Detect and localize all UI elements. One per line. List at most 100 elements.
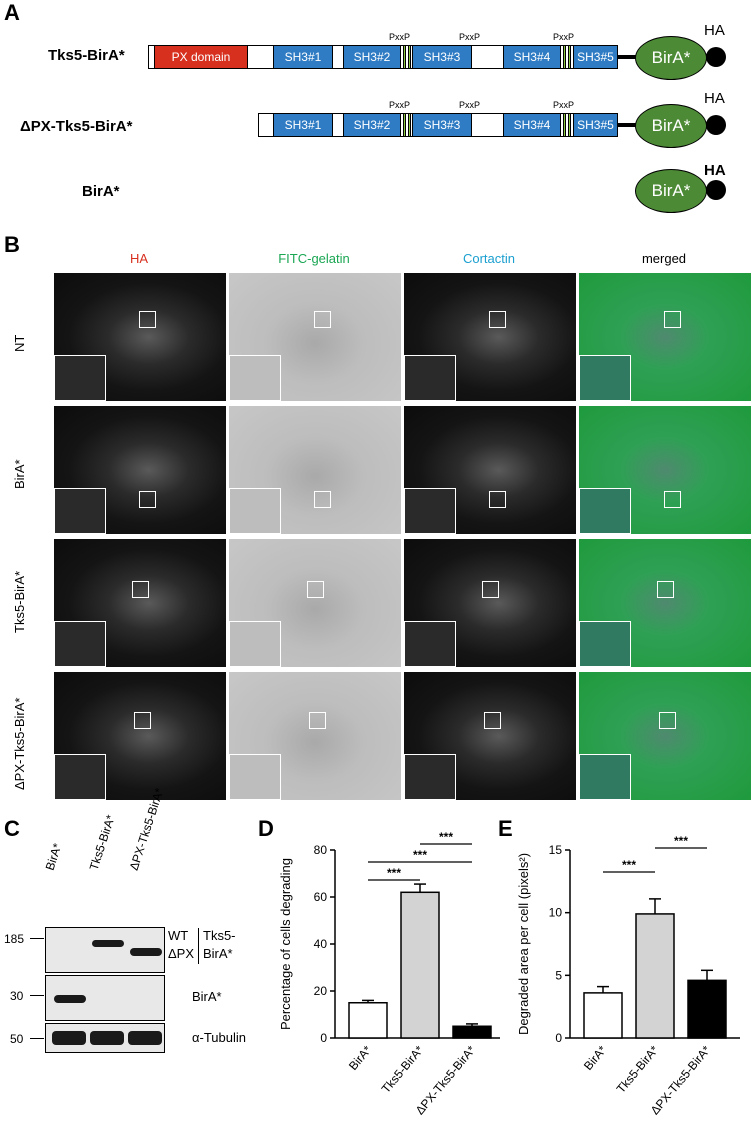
px-domain: PX domain — [154, 45, 248, 69]
micrograph-inset — [579, 621, 631, 667]
roi-box — [664, 491, 681, 508]
x-tick-label: BirA* — [346, 1043, 375, 1073]
micrograph-inset — [54, 488, 106, 534]
ha-label: HA — [704, 162, 726, 179]
pxxp-label: PxxP — [389, 100, 411, 110]
micrograph-r3-c4 — [579, 539, 751, 667]
significance-stars: *** — [387, 866, 401, 880]
significance-stars: *** — [622, 858, 636, 872]
chart-degrading-percentage: 0 20 40 60 80 Percentage of cells degrading Bi… — [278, 830, 500, 1117]
ha-tag-icon — [706, 180, 726, 200]
micrograph-inset — [404, 355, 456, 401]
roi-box — [489, 491, 506, 508]
micrograph-r4-c3 — [404, 672, 576, 800]
sh3-domain-5: SH3#5 — [573, 113, 618, 137]
roi-box — [484, 712, 501, 729]
micrograph-r4-c4 — [579, 672, 751, 800]
micrograph-r2-c1 — [54, 406, 226, 534]
construct-label-tks5: Tks5-BirA* — [48, 47, 125, 64]
micrograph-inset — [579, 754, 631, 800]
significance-stars: *** — [674, 834, 688, 848]
blot-tks5 — [45, 927, 165, 973]
panel-letter-d: D — [258, 816, 274, 841]
y-axis-label: Percentage of cells degrading — [278, 858, 293, 1030]
column-header-merged: merged — [641, 251, 687, 266]
sh3-domain-3: SH3#3 — [412, 113, 472, 137]
marker-30: 30 — [10, 989, 24, 1003]
row-label-birA: BirA* — [12, 459, 27, 489]
significance-stars: *** — [439, 830, 453, 844]
panel-letter-c: C — [4, 816, 20, 841]
micrograph-r3-c3 — [404, 539, 576, 667]
label-birA-fusion: BirA* — [203, 946, 233, 961]
column-header-fitc: FITC-gelatin — [278, 251, 350, 266]
roi-box — [482, 581, 499, 598]
y-tick-label: 60 — [314, 890, 328, 904]
x-tick-label: Tks5-BirA* — [379, 1043, 427, 1096]
construct-label-birA: BirA* — [82, 183, 120, 200]
micrograph-inset — [579, 488, 631, 534]
sh3-domain-3: SH3#3 — [412, 45, 472, 69]
y-axis-label: Degraded area per cell (pixels²) — [516, 853, 531, 1035]
pxxp-label: PxxP — [459, 100, 481, 110]
roi-box — [314, 491, 331, 508]
panel-letter-a: A — [4, 0, 20, 25]
chart-degraded-area: 0 5 10 15 Degraded area per cell (pixels²) Bi… — [516, 834, 740, 1117]
ha-tag-icon — [706, 47, 726, 67]
y-tick-label: 80 — [314, 843, 328, 857]
construct-label-dpx: ΔPX-Tks5-BirA* — [20, 118, 133, 135]
micrograph-r2-c4 — [579, 406, 751, 534]
birA-domain: BirA* — [635, 36, 707, 80]
band-label-wt: WT — [168, 928, 189, 943]
roi-box — [657, 581, 674, 598]
marker-185: 185 — [4, 932, 25, 946]
ha-label: HA — [704, 22, 725, 39]
roi-box — [139, 311, 156, 328]
pxxp-label: PxxP — [389, 32, 411, 42]
bar — [400, 891, 440, 1039]
y-tick-label: 0 — [555, 1031, 562, 1045]
label-tubulin: α-Tubulin — [192, 1030, 246, 1045]
y-tick-label: 10 — [549, 906, 563, 920]
micrograph-inset — [404, 754, 456, 800]
row-label-dpx: ΔPX-Tks5-BirA* — [12, 697, 27, 790]
blot-tubulin — [45, 1023, 165, 1053]
bar — [452, 1025, 492, 1039]
micrograph-r2-c2 — [229, 406, 401, 534]
sh3-domain-4: SH3#4 — [503, 113, 561, 137]
roi-box — [307, 581, 324, 598]
roi-box — [132, 581, 149, 598]
pxxp-label: PxxP — [553, 100, 575, 110]
micrograph-r1-c2 — [229, 273, 401, 401]
y-tick-label: 0 — [320, 1031, 327, 1045]
micrograph-r1-c4 — [579, 273, 751, 401]
ha-tag-icon — [706, 115, 726, 135]
micrograph-inset — [229, 355, 281, 401]
sh3-domain-4: SH3#4 — [503, 45, 561, 69]
y-tick-label: 40 — [314, 937, 328, 951]
sh3-domain-2: SH3#2 — [343, 113, 401, 137]
lane-label-birA: BirA* — [42, 841, 65, 872]
bar — [583, 992, 623, 1039]
micrograph-r4-c1 — [54, 672, 226, 800]
birA-domain: BirA* — [635, 104, 707, 148]
roi-box — [489, 311, 506, 328]
micrograph-r1-c1 — [54, 273, 226, 401]
sh3-domain-5: SH3#5 — [573, 45, 618, 69]
micrograph-r4-c2 — [229, 672, 401, 800]
row-label-nt: NT — [12, 334, 27, 352]
ha-label: HA — [704, 90, 725, 107]
micrograph-inset — [579, 355, 631, 401]
micrograph-r3-c2 — [229, 539, 401, 667]
row-label-tks5: Tks5-BirA* — [12, 570, 27, 633]
panel-letter-e: E — [498, 816, 513, 841]
roi-box — [134, 712, 151, 729]
x-tick-label: Tks5-BirA* — [614, 1043, 662, 1096]
micrograph-r1-c3 — [404, 273, 576, 401]
column-header-ha: HA — [129, 251, 149, 266]
micrograph-inset — [404, 621, 456, 667]
micrograph-inset — [54, 355, 106, 401]
construct-tks5-birA: PX domain SH3#1 SH3#2 PxxP SH3#3 PxxP SH… — [148, 32, 618, 69]
bar — [348, 1002, 388, 1039]
micrograph-inset — [54, 621, 106, 667]
